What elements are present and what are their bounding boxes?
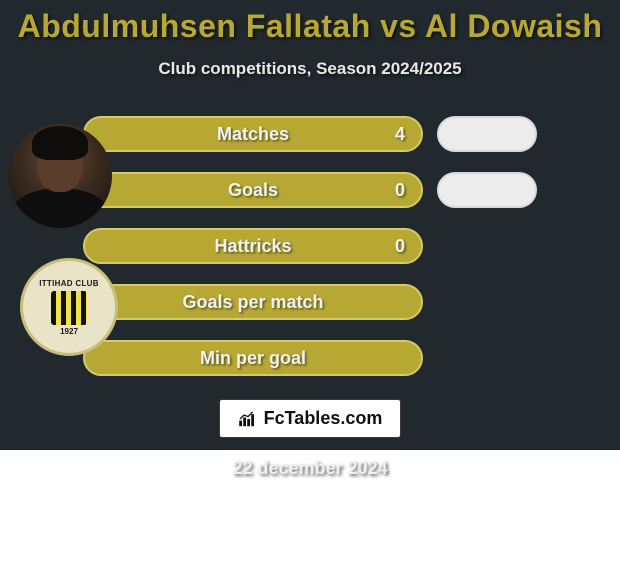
content-container: Abdulmuhsen Fallatah vs Al Dowaish Club … — [0, 0, 620, 479]
club-badge-bottom-text: 1927 — [60, 327, 78, 336]
club-badge-top-text: ITTIHAD CLUB — [39, 279, 99, 288]
stat-pill-main: Hattricks 0 — [83, 228, 423, 264]
site-badge: FcTables.com — [219, 399, 402, 438]
stat-label: Hattricks — [214, 236, 291, 257]
club-badge: ITTIHAD CLUB 1927 — [20, 258, 118, 356]
stat-pill-main: Matches 4 — [83, 116, 423, 152]
avatar-shoulders-shape — [11, 188, 109, 228]
player-avatar — [8, 124, 112, 228]
stat-pill-main: Goals 0 — [83, 172, 423, 208]
stat-value: 4 — [395, 124, 405, 145]
site-name: FcTables.com — [264, 408, 383, 429]
stat-label: Goals per match — [182, 292, 323, 313]
chart-icon — [238, 411, 258, 427]
stat-pill-side — [437, 172, 537, 208]
page-subtitle: Club competitions, Season 2024/2025 — [0, 59, 620, 79]
stat-label: Matches — [217, 124, 289, 145]
stat-row: Hattricks 0 — [0, 223, 620, 269]
club-badge-stripes — [51, 291, 87, 325]
stat-pill-main: Min per goal — [83, 340, 423, 376]
stat-value: 0 — [395, 236, 405, 257]
stat-label: Min per goal — [200, 348, 306, 369]
page-title: Abdulmuhsen Fallatah vs Al Dowaish — [0, 0, 620, 45]
stat-label: Goals — [228, 180, 278, 201]
avatar-hair-shape — [32, 126, 88, 160]
stat-pill-side — [437, 116, 537, 152]
stat-value: 0 — [395, 180, 405, 201]
date-text: 22 december 2024 — [0, 458, 620, 479]
stat-pill-main: Goals per match — [83, 284, 423, 320]
